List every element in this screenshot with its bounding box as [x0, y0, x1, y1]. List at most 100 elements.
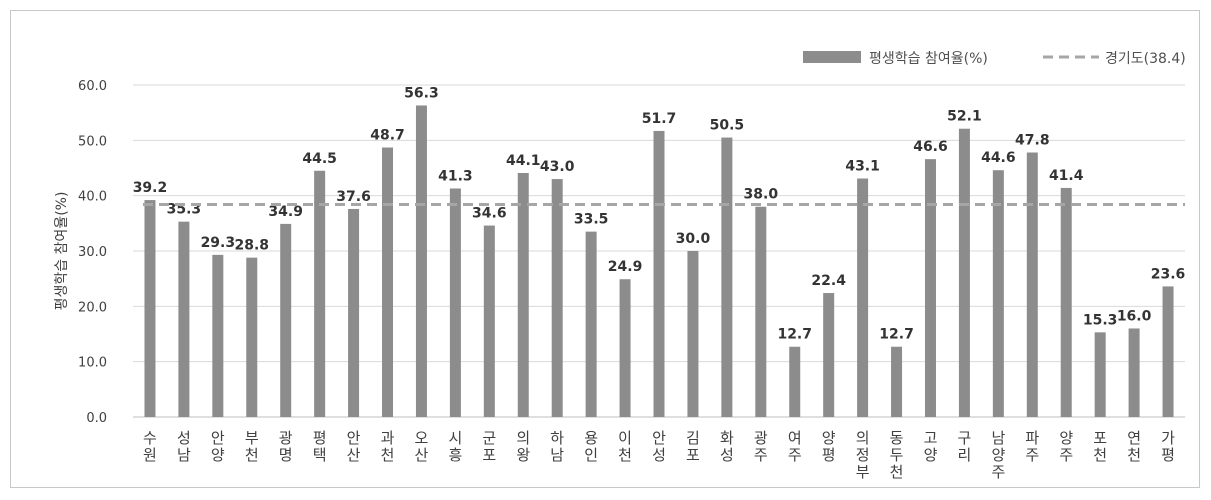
- bar-chart: 0.0 10.0 20.0 30.0 40.0 50.0 60.0 평생학습 참여율(%) 39…: [54, 51, 1186, 481]
- data-label: 12.7: [879, 327, 914, 343]
- legend-label-bars: 평생학습 참여율(%): [869, 51, 988, 67]
- data-label: 46.6: [913, 139, 948, 155]
- bar: [721, 137, 733, 418]
- y-tick-label: 20.0: [78, 300, 107, 315]
- data-label: 56.3: [404, 85, 439, 101]
- data-label: 41.4: [1049, 168, 1084, 184]
- bar: [348, 208, 360, 417]
- bar: [992, 170, 1004, 417]
- bar: [823, 293, 835, 417]
- data-label: 48.7: [370, 128, 405, 144]
- bar: [314, 170, 326, 417]
- data-label: 24.9: [608, 259, 643, 275]
- data-label: 29.3: [201, 235, 236, 251]
- bar: [585, 231, 597, 417]
- legend-swatch-bars: [803, 51, 861, 63]
- bar: [517, 172, 529, 417]
- data-label: 30.0: [676, 231, 711, 247]
- data-label: 34.9: [268, 204, 303, 220]
- data-label: 44.6: [981, 150, 1016, 166]
- bar: [1026, 152, 1038, 418]
- data-label: 33.5: [574, 212, 609, 228]
- bar: [653, 130, 665, 417]
- data-label: 22.4: [811, 273, 846, 289]
- y-tick-label: 60.0: [78, 79, 107, 94]
- bar: [958, 128, 970, 418]
- bar: [1060, 187, 1072, 417]
- bar: [415, 105, 427, 418]
- y-tick-label: 40.0: [78, 190, 107, 205]
- bar: [891, 346, 903, 417]
- chart-frame: 0.0 10.0 20.0 30.0 40.0 50.0 60.0 평생학습 참여율(%) 39…: [10, 10, 1200, 488]
- data-label: 43.1: [845, 159, 880, 175]
- data-label: 38.0: [744, 187, 779, 203]
- data-label: 43.0: [540, 159, 575, 175]
- bar: [449, 188, 461, 417]
- y-tick-label: 30.0: [78, 245, 107, 260]
- bar: [857, 178, 869, 417]
- bar: [551, 179, 563, 417]
- bar: [280, 223, 292, 417]
- data-label: 15.3: [1083, 312, 1118, 328]
- data-label: 39.2: [133, 180, 168, 196]
- data-label: 44.1: [506, 153, 541, 169]
- legend-label-reference: 경기도(38.4): [1105, 51, 1186, 67]
- y-axis-title: 평생학습 참여율(%): [54, 192, 70, 311]
- bar: [483, 225, 495, 417]
- bar: [619, 279, 631, 417]
- data-label: 12.7: [777, 327, 812, 343]
- y-tick-label: 50.0: [78, 134, 107, 149]
- data-label: 23.6: [1151, 266, 1186, 282]
- y-tick-label: 0.0: [86, 411, 107, 426]
- y-tick-label: 10.0: [78, 356, 107, 371]
- bar: [144, 200, 156, 417]
- data-label: 47.8: [1015, 133, 1050, 149]
- data-label: 28.8: [235, 238, 270, 254]
- bar: [1128, 328, 1140, 417]
- bar: [687, 251, 699, 417]
- bar: [789, 346, 801, 417]
- data-label: 50.5: [710, 118, 745, 134]
- bar: [755, 206, 767, 417]
- data-label: 51.7: [642, 111, 677, 127]
- bar: [178, 221, 190, 417]
- bar: [924, 159, 936, 417]
- data-label: 16.0: [1117, 308, 1152, 324]
- data-label: 34.6: [472, 206, 507, 222]
- data-label: 41.3: [438, 168, 473, 184]
- data-label: 52.1: [947, 109, 982, 125]
- bar: [212, 254, 224, 417]
- data-label: 37.6: [336, 189, 371, 205]
- bar: [1094, 332, 1106, 417]
